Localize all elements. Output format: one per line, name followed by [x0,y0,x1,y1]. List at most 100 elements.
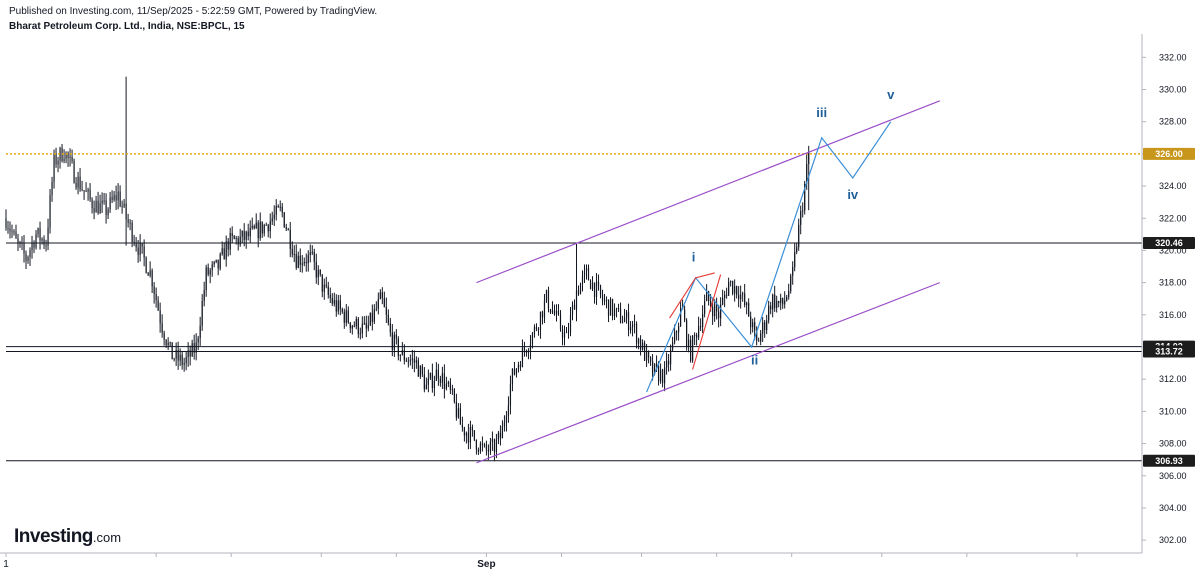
candle-body [65,152,67,159]
candle-body [217,259,219,269]
candle-body [329,294,331,298]
candle-body [259,221,261,239]
candle-body [349,322,351,329]
candle-body [571,304,574,316]
candle-body [549,309,552,313]
candle-body [547,290,550,310]
candle-body [710,300,712,307]
candle-body [221,248,223,255]
candle-body [679,307,682,327]
candle-body [704,301,706,315]
candle-body [577,290,580,295]
candle-body [545,290,548,301]
wave-label: iv [847,187,859,202]
candle-body [511,368,514,384]
candle-body [395,334,397,339]
candle-body [213,261,215,265]
candle-body [653,363,656,375]
candle-body [461,424,464,428]
candle-body [768,305,770,321]
candle-body [225,241,227,260]
candle-body [63,158,65,162]
candle-body [800,211,802,225]
candle-body [401,350,403,355]
candle-body [265,224,267,226]
candle-body [371,312,373,322]
candle-body [337,300,339,312]
candle-body [619,308,622,323]
candle-body [187,350,189,358]
sub-wave-segment [692,274,722,370]
candle-body [163,332,165,340]
y-tick-label: 328.00 [1159,117,1187,127]
candle-body [333,300,335,304]
candle-body [283,212,285,228]
candle-body [35,234,37,248]
candle-body [71,156,73,162]
candle-body [736,286,738,295]
candle-body [501,426,504,439]
candle-body [726,294,728,296]
candle-body [786,296,788,301]
candle-body [55,153,57,165]
candle-body [325,284,327,287]
candle-body [307,255,309,264]
candle-body [744,293,746,305]
candle-body [85,191,87,193]
candle-body [261,221,263,234]
candle-body [790,275,792,292]
candle-body [315,261,317,278]
candle-body [23,243,25,254]
candle-body [313,251,315,262]
time-axis[interactable]: 1 Sep [0,552,1142,570]
candle-body [273,214,275,219]
candle-body [357,318,359,334]
candle-body [39,228,41,241]
candle-body [563,332,566,338]
candle-body [639,339,642,350]
candle-body [587,268,590,281]
candle-body [615,308,618,310]
price-axis[interactable]: 302.00304.00306.00308.00310.00312.00314.… [1141,34,1187,553]
candle-body [37,228,39,235]
level-label-bg [1143,237,1195,250]
candle-body [367,325,369,329]
candle-body [229,233,231,250]
candle-body [343,311,345,323]
candle-body [481,443,484,445]
candle-body [179,354,181,361]
candle-body [231,233,233,236]
candle-body [449,382,451,390]
candle-body [583,270,586,276]
candle-body [537,329,540,331]
candle-body [209,270,211,275]
candle-body [431,373,433,389]
candle-body [99,203,101,214]
candle-body [197,338,199,343]
candle-body [443,373,445,389]
candle-body [275,206,277,215]
candle-body [409,359,411,362]
candle-body [53,153,55,182]
candle-body [770,305,772,310]
candle-body [335,300,337,312]
y-tick-label: 322.00 [1159,213,1187,223]
candle-body [405,360,407,362]
candle-body [75,182,77,188]
candle-body [83,190,85,192]
candle-body [712,306,714,317]
candle-body [211,264,213,271]
candle-body [782,298,784,305]
candle-body [573,304,576,310]
candle-body [435,369,437,381]
candle-body [429,373,431,379]
candle-body [415,360,417,363]
candle-body [103,200,105,202]
candle-body [353,325,355,327]
candle-body [655,363,658,367]
candle-body [722,298,724,305]
x-tick-label: Sep [477,559,495,570]
candle-body [219,254,221,269]
